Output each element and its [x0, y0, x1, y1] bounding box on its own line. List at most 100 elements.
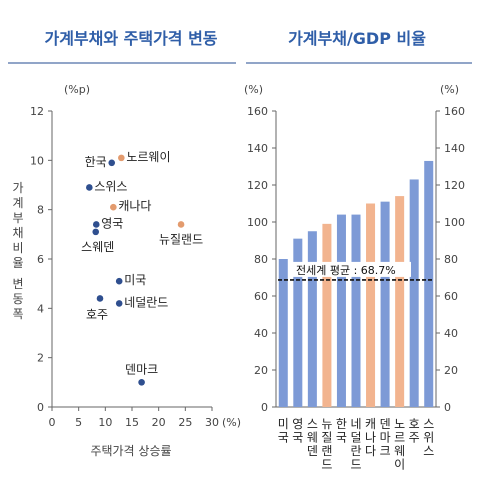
scatter-point — [115, 277, 123, 285]
bar — [307, 231, 317, 407]
bar-y-tick-label-right: 160 — [444, 105, 465, 118]
bar-reference-label-bg — [293, 261, 411, 277]
scatter-y-tick-label: 0 — [37, 401, 44, 414]
bar — [336, 214, 346, 407]
bar-y-tick-label-left: 140 — [247, 142, 268, 155]
bar-y-unit-left: (%) — [244, 83, 263, 96]
bar-y-tick-label-left: 0 — [261, 401, 268, 414]
bar-category-label-char: 주 — [409, 431, 420, 445]
bar-y-unit-right: (%) — [440, 83, 459, 96]
bar-category-label-char: 다 — [365, 444, 376, 458]
bar-y-tick-label-left: 40 — [254, 327, 268, 340]
bar-y-tick-label-right: 120 — [444, 179, 465, 192]
scatter-x-tick-label: 0 — [49, 416, 56, 429]
bar-y-tick-label-right: 60 — [444, 290, 458, 303]
scatter-y-unit: (%p) — [64, 83, 90, 96]
scatter-y-axis-label-char: 채 — [12, 226, 23, 240]
bar-panel: 가계부채/GDP 비율 (%) (%) 0 20 40 60 80 100 120 140 16… — [244, 29, 472, 472]
scatter-y-axis-label-char: 폭 — [12, 307, 23, 321]
scatter-y-axis-label-char: 변 — [12, 277, 23, 291]
bar-category-label-char: 랜 — [321, 444, 332, 458]
scatter-y-axis-label-char: 율 — [12, 256, 23, 270]
bar-y-tick-label-right: 140 — [444, 142, 465, 155]
bar-y-ticks-left: 0 20 40 60 80 100 120 140 160 — [247, 105, 276, 414]
bar-category-label-char: 드 — [321, 458, 332, 472]
scatter-x-tick-label: 10 — [98, 416, 112, 429]
scatter-point — [108, 159, 116, 167]
scatter-points — [86, 154, 185, 386]
bar-category-label-char: 스 — [423, 417, 434, 431]
scatter-point-label: 영국 — [101, 216, 123, 230]
bar — [380, 201, 390, 407]
scatter-x-tick-label: 5 — [75, 416, 82, 429]
bar — [395, 196, 405, 407]
bar-category-label-char: 덴 — [307, 444, 318, 458]
scatter-point-label: 뉴질랜드 — [159, 232, 203, 246]
bar-category-label-char: 노 — [394, 417, 405, 431]
bar-category-label-char: 드 — [350, 458, 361, 472]
bar-category-label-char: 란 — [350, 444, 361, 458]
scatter-y-axis-label-char: 동 — [12, 292, 23, 306]
bar-category-label-char: 크 — [380, 444, 391, 458]
bar-category-label-char: 네 — [350, 417, 361, 431]
scatter-point-label: 미국 — [124, 273, 146, 287]
bar — [366, 203, 376, 407]
bar-reference-label: 전세계 평균 : 68.7% — [296, 264, 396, 277]
scatter-y-axis-label-char: 가 — [12, 181, 23, 195]
bar-category-label-char: 스 — [307, 417, 318, 431]
bar-y-tick-label-right: 40 — [444, 327, 458, 340]
scatter-panel: 가계부채와 주택가격 변동 (%p) (%) 0 2 4 6 8 10 12 0 5 10 15 2… — [8, 29, 241, 458]
bar-category-label-char: 국 — [336, 431, 347, 445]
scatter-point — [92, 221, 100, 228]
scatter-y-tick-label: 6 — [37, 253, 44, 266]
bar-y-tick-label-left: 160 — [247, 105, 268, 118]
scatter-y-tick-label: 12 — [30, 105, 44, 118]
bar-category-label-char: 르 — [394, 431, 405, 445]
scatter-point — [92, 228, 100, 236]
scatter-title: 가계부채와 주택가격 변동 — [44, 29, 217, 48]
bar-category-label-char: 국 — [278, 431, 289, 445]
bar-y-tick-label-left: 20 — [254, 364, 268, 377]
bar-category-label-char: 마 — [380, 431, 391, 445]
bar — [322, 223, 332, 407]
bar-y-ticks-right: 0 20 40 60 80 100 120 140 160 — [436, 105, 465, 414]
scatter-point — [177, 221, 185, 228]
scatter-point — [118, 154, 125, 162]
scatter-y-ticks: 0 2 4 6 8 10 12 — [30, 105, 52, 414]
scatter-y-tick-label: 10 — [30, 154, 44, 167]
bar-category-label-char: 나 — [365, 431, 376, 445]
bar-bars — [278, 160, 434, 407]
bar-category-label-char: 영 — [292, 417, 303, 431]
scatter-point — [115, 300, 123, 307]
scatter-point — [110, 203, 117, 211]
scatter-y-tick-label: 8 — [37, 204, 44, 217]
bar-category-label-char: 덴 — [380, 417, 391, 431]
scatter-point-label: 한국 — [85, 155, 107, 169]
scatter-point-label: 호주 — [86, 307, 108, 321]
scatter-point-label: 덴마크 — [125, 362, 158, 376]
bar-title: 가계부채/GDP 비율 — [288, 29, 426, 48]
scatter-x-tick-label: 25 — [178, 416, 192, 429]
scatter-point-label: 네덜란드 — [124, 295, 168, 309]
scatter-point-label: 스위스 — [94, 179, 127, 193]
bar — [278, 259, 288, 407]
bar-category-label-char: 미 — [278, 417, 289, 431]
bar — [409, 179, 419, 407]
scatter-point — [86, 184, 93, 191]
bar-category-label-char: 위 — [423, 431, 434, 445]
bar-y-tick-label-left: 120 — [247, 179, 268, 192]
scatter-point-label: 캐나다 — [118, 199, 151, 213]
bar-y-tick-label-right: 80 — [444, 253, 458, 266]
bar-category-label-char: 한 — [336, 417, 347, 431]
scatter-x-axis-label: 주택가격 상승률 — [90, 444, 171, 458]
scatter-point — [138, 379, 145, 386]
bar-category-label-char: 이 — [394, 458, 405, 472]
bar-category-label-char: 뉴 — [321, 417, 332, 431]
scatter-x-tick-label: 20 — [152, 416, 166, 429]
scatter-point-label: 스웨덴 — [81, 240, 114, 254]
bar-y-tick-label-right: 0 — [444, 401, 451, 414]
bar-category-label-char: 덜 — [350, 431, 361, 445]
